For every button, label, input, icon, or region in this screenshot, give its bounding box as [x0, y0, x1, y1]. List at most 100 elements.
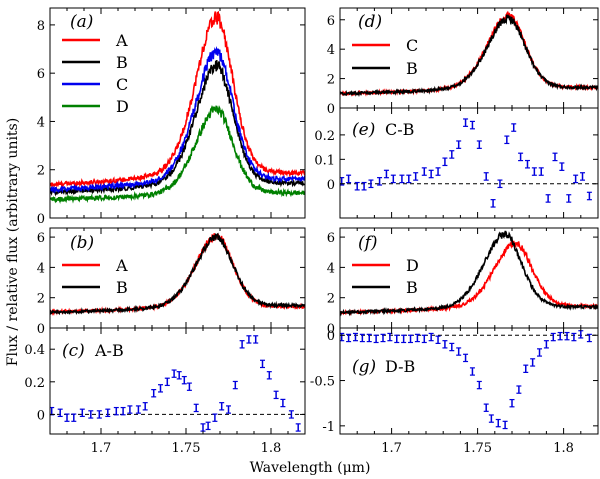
panel-frame — [49, 327, 306, 435]
data-point — [421, 167, 427, 176]
series-line-B — [50, 232, 305, 316]
panel-g: D-B (g) 0 -0.5 -1 1.7 1.75 1.8 — [310, 327, 599, 456]
data-point — [186, 382, 192, 391]
data-point — [361, 181, 367, 191]
y-tick-label: 0 — [37, 408, 45, 423]
y-tick-label: 2 — [37, 164, 45, 179]
y-tick-label: 0 — [327, 178, 335, 193]
data-point — [557, 331, 563, 341]
y-tick-label: 0 — [37, 322, 45, 337]
x-tick-label: 1.75 — [172, 441, 201, 456]
data-point — [490, 199, 496, 208]
data-point — [564, 331, 570, 341]
data-point — [435, 335, 441, 344]
y-tick-label: 6 — [327, 14, 335, 29]
panel-frame — [49, 7, 306, 219]
panel-frame — [339, 327, 599, 435]
data-point — [571, 332, 577, 342]
series-line-C — [50, 46, 305, 194]
data-point — [176, 371, 182, 380]
y-tick-label: 0 — [327, 329, 335, 344]
x-tick-label: 1.8 — [261, 441, 282, 456]
data-point — [442, 157, 448, 167]
data-point — [105, 408, 111, 418]
data-point — [127, 405, 133, 414]
data-point — [463, 118, 469, 127]
data-point — [394, 334, 400, 344]
x-axis-label: Wavelength (μm) — [250, 460, 371, 476]
y-tick-label: 0 — [37, 212, 45, 227]
y-tick-label: 0.4 — [24, 343, 45, 358]
panel-e: C-B (e) 0 0.1 0.2 — [314, 107, 599, 219]
series-line-D — [50, 104, 305, 204]
series-line-A — [50, 10, 305, 189]
data-point — [359, 333, 365, 343]
y-tick-label: 0 — [327, 322, 335, 337]
series-line-B — [50, 60, 305, 197]
data-point — [205, 421, 211, 431]
data-point — [413, 172, 419, 181]
y-tick-label: 0 — [327, 102, 335, 117]
y-tick-label: 6 — [37, 231, 45, 246]
y-tick-label: 6 — [37, 67, 45, 82]
data-point — [449, 342, 455, 352]
y-tick-label: 2 — [37, 292, 45, 307]
data-point — [408, 334, 414, 344]
series-line-B — [340, 13, 598, 98]
data-point — [516, 385, 522, 394]
data-point — [387, 332, 393, 342]
data-point — [483, 403, 489, 412]
legend-label-B: B — [406, 59, 418, 78]
series-line-D — [340, 240, 598, 316]
data-point — [57, 408, 63, 418]
legend-label-C: C — [116, 75, 128, 94]
x-tick-label: 1.7 — [91, 441, 112, 456]
y-tick-label: 0.2 — [24, 376, 45, 391]
legend-label-A: A — [115, 31, 128, 50]
data-point — [504, 135, 510, 145]
data-point — [377, 177, 383, 186]
data-point — [442, 340, 448, 349]
data-point — [511, 123, 517, 132]
data-point — [352, 332, 358, 342]
legend-label-B: B — [116, 278, 128, 297]
data-point — [421, 334, 427, 344]
panel-f: DB (f) 0 2 4 6 — [327, 227, 599, 337]
data-point — [253, 335, 259, 344]
data-point — [219, 402, 225, 411]
legend-label-D: D — [116, 97, 129, 116]
data-point — [456, 347, 462, 356]
legend-label-A: A — [115, 256, 128, 275]
data-point — [280, 398, 286, 408]
data-point — [537, 348, 543, 357]
legend-label-B: B — [406, 278, 418, 297]
data-point — [135, 405, 141, 414]
data-point — [518, 152, 524, 162]
panel-label: (b) — [70, 233, 94, 253]
x-tick-label: 1.75 — [463, 441, 492, 456]
data-point — [476, 380, 482, 390]
data-point — [566, 194, 572, 203]
panel-c: A-B (c) 0 0.2 0.4 1.7 1.75 1.8 — [24, 327, 306, 456]
data-point — [232, 380, 238, 390]
y-tick-label: 4 — [37, 115, 45, 130]
data-point — [226, 405, 231, 414]
data-point — [483, 172, 489, 181]
data-point — [495, 418, 501, 428]
panel-label: (d) — [358, 12, 382, 32]
data-point — [193, 403, 199, 413]
data-point — [401, 334, 407, 344]
data-point — [449, 150, 455, 159]
series-line-B — [340, 230, 598, 317]
data-point — [181, 375, 187, 385]
data-point — [531, 167, 537, 176]
panel-label: (a) — [70, 12, 93, 32]
data-point — [538, 167, 544, 176]
data-point — [524, 159, 530, 169]
x-tick-label: 1.7 — [381, 441, 402, 456]
data-point — [502, 420, 508, 430]
data-point — [64, 413, 70, 422]
panel-label: (f) — [358, 233, 378, 253]
data-point — [586, 333, 592, 343]
data-point — [530, 358, 536, 367]
